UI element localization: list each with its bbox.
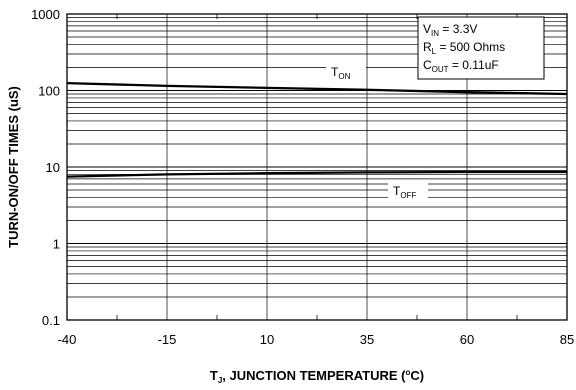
conditions-box: VIN = 3.3V RL = 500 Ohms COUT = 0.11uF: [417, 16, 545, 80]
condition-cout: COUT = 0.11uF: [423, 58, 499, 74]
toff-label-bg: [388, 181, 428, 201]
x-axis-title: TJ, JUNCTION TEMPERATURE (oC): [210, 368, 424, 385]
ton-label: TON: [326, 62, 366, 82]
condition-rl: RL = 500 Ohms: [423, 40, 505, 56]
y-axis-title: TURN-ON/OFF TIMES (uS): [6, 86, 21, 248]
ton-label-bg: [326, 62, 366, 82]
plot-frame: [66, 13, 568, 321]
x-tick-label: -15: [158, 332, 177, 347]
x-tick-label: 10: [260, 332, 274, 347]
ton-label-text: TON: [331, 65, 351, 81]
series-line-t-on: [66, 81, 568, 96]
x-tick-label: 85: [560, 332, 574, 347]
toff-label-text: TOFF: [393, 184, 416, 200]
x-tick-label: -40: [58, 332, 77, 347]
series-line-t-off: [66, 170, 567, 178]
y-tick-label: 0.1: [42, 313, 60, 328]
x-tick-label: 35: [360, 332, 374, 347]
tick-labels: -40 -15 10 35 60 85 0.1 1 10 100 1000: [31, 7, 574, 347]
toff-label: TOFF: [388, 181, 428, 201]
y-tick-label: 10: [46, 160, 60, 175]
conditions-box-border: [417, 16, 545, 80]
y-tick-label: 1: [53, 237, 60, 252]
y-tick-label: 1000: [31, 7, 60, 22]
x-tick-label: 60: [460, 332, 474, 347]
y-tick-label: 100: [38, 84, 60, 99]
series-lines: [66, 81, 568, 178]
condition-vin: VIN = 3.3V: [423, 22, 477, 38]
grid: [67, 14, 567, 320]
